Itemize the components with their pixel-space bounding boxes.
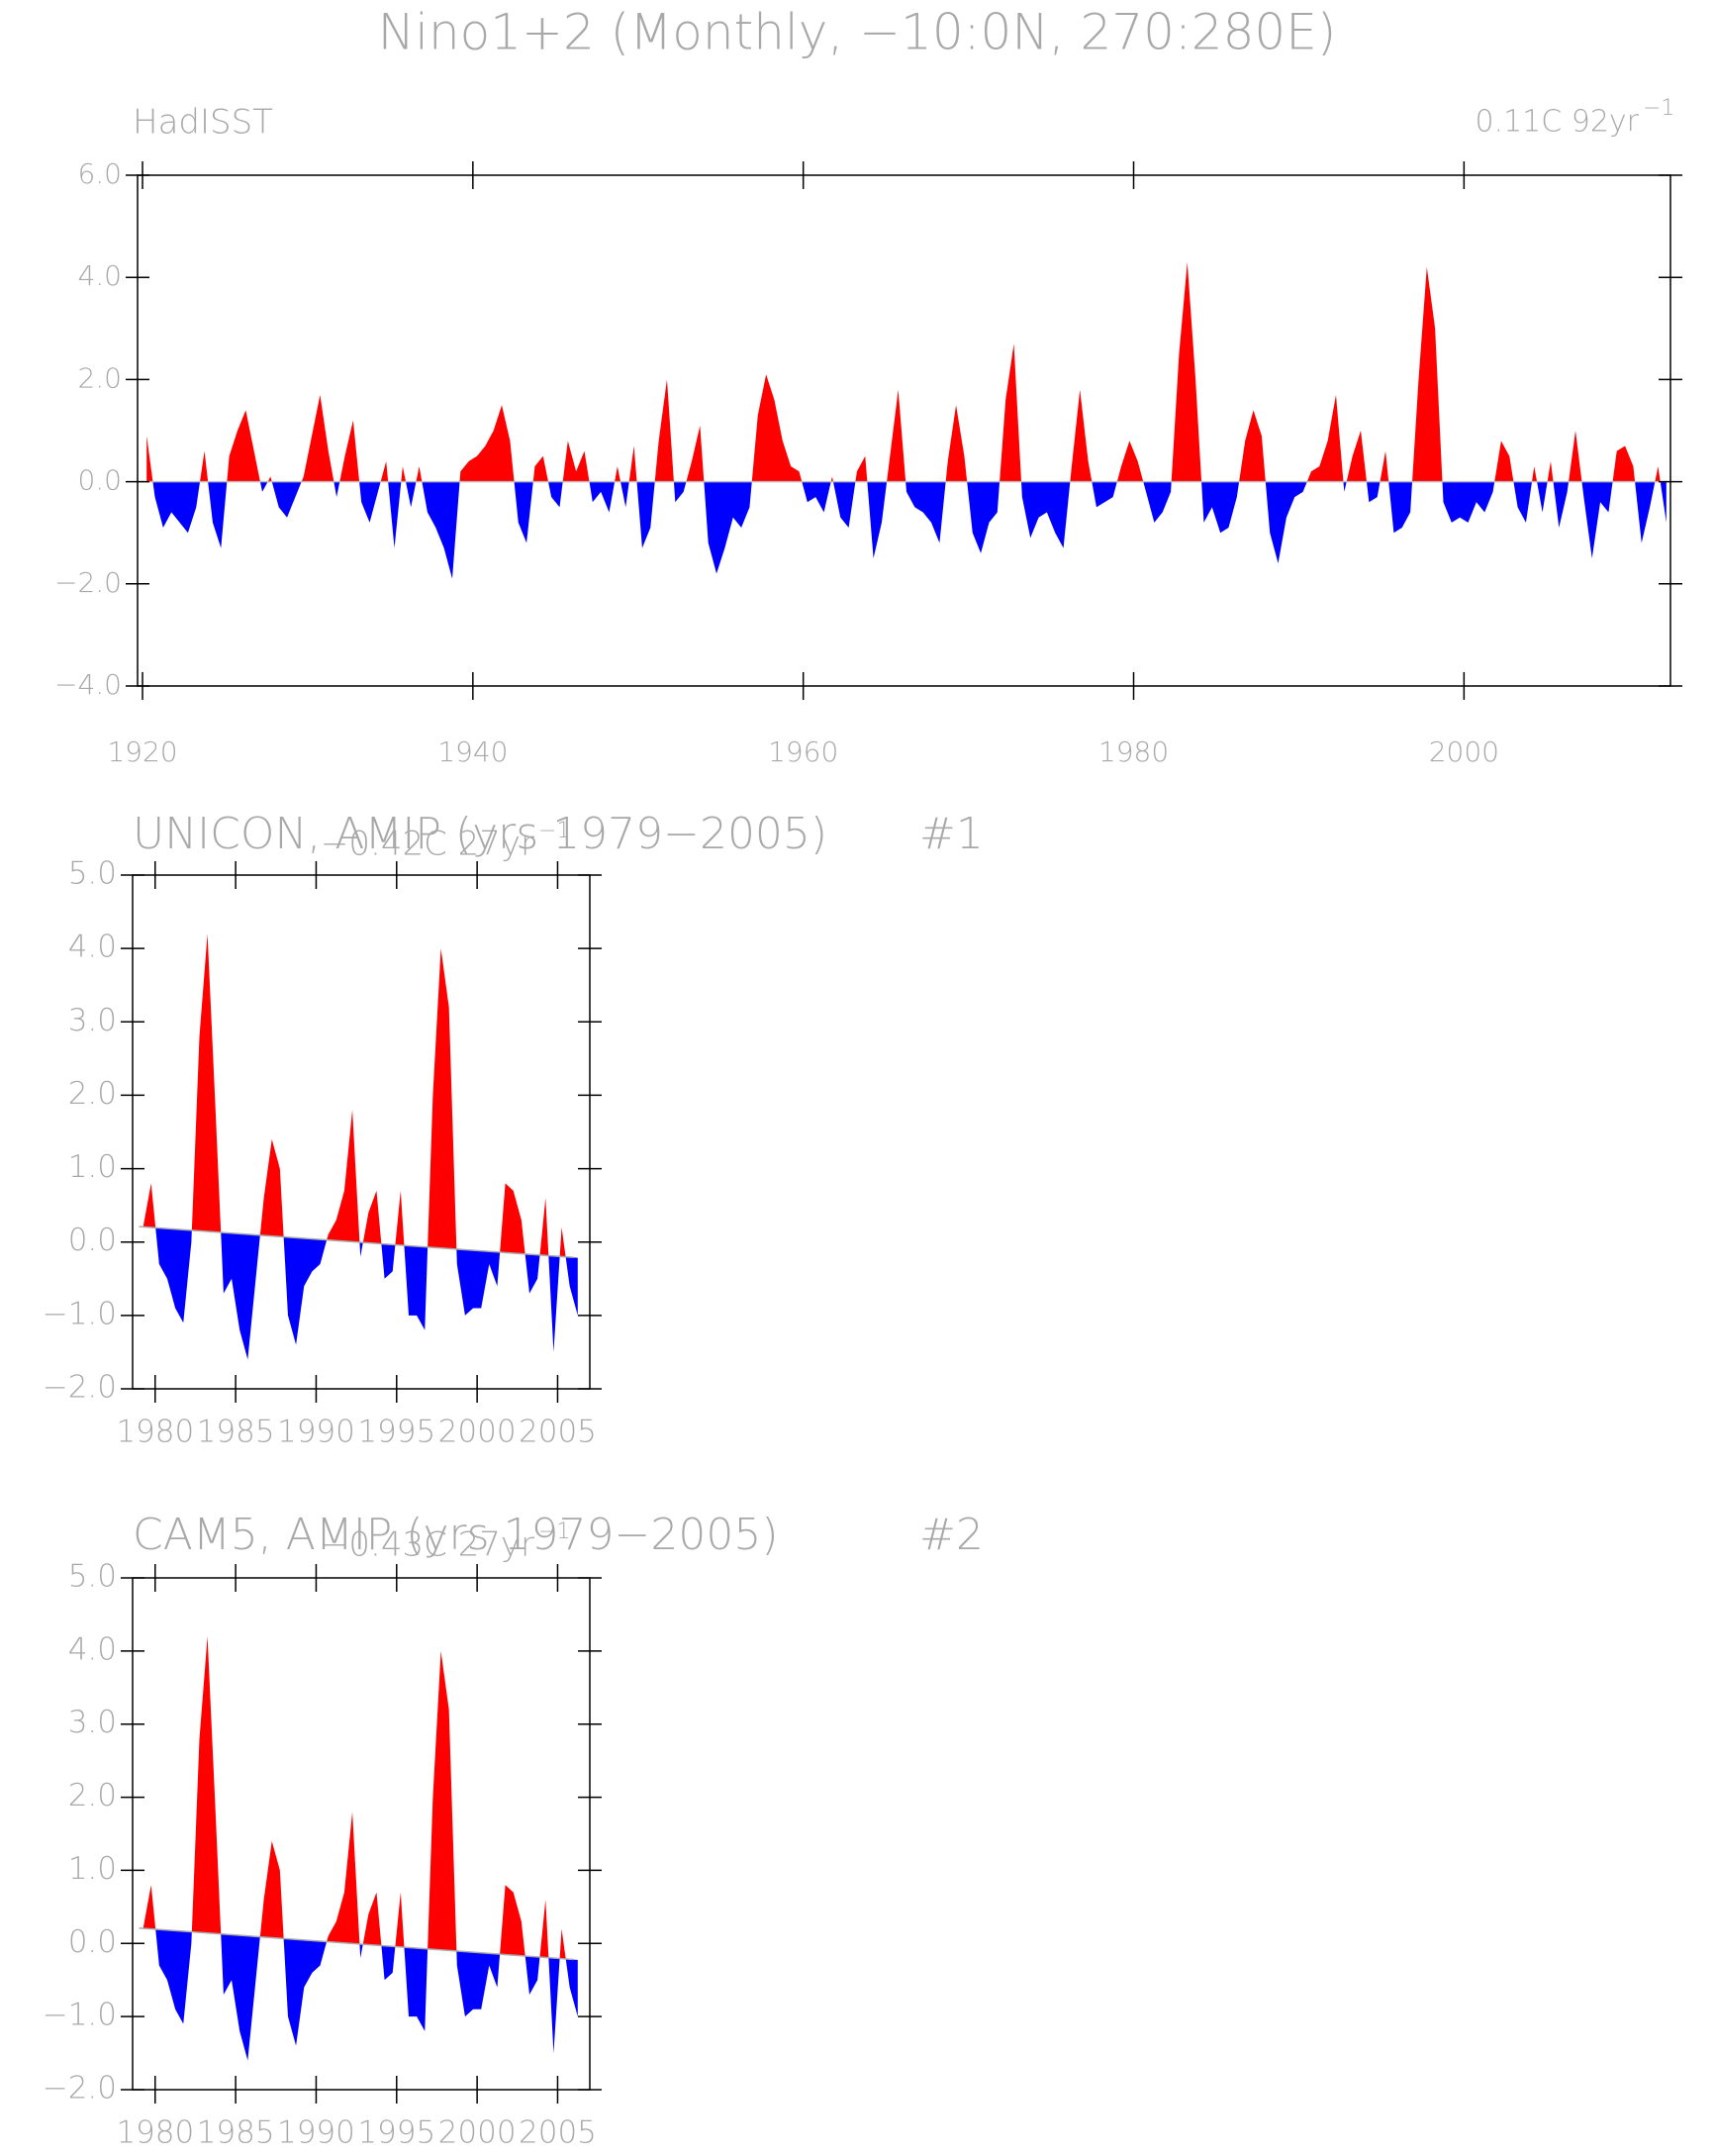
x-tick-label: 2000 bbox=[1429, 735, 1499, 768]
y-tick-label: 2.0 bbox=[77, 361, 122, 394]
y-tick-label: 3.0 bbox=[68, 1705, 117, 1740]
x-tick-label: 1960 bbox=[768, 735, 838, 768]
x-tick-label: 1990 bbox=[277, 2115, 355, 2151]
x-tick-label: 1920 bbox=[107, 735, 177, 768]
trend-exponent: −1 bbox=[1643, 96, 1674, 121]
y-tick-label: 2.0 bbox=[68, 1778, 117, 1813]
x-tick-label: 1980 bbox=[116, 2115, 194, 2151]
x-tick-label: 2000 bbox=[438, 2115, 517, 2151]
plot-frame bbox=[132, 874, 591, 1390]
x-tick-label: 1980 bbox=[116, 1415, 194, 1450]
y-tick-label: −4.0 bbox=[54, 668, 122, 701]
plot-frame bbox=[137, 174, 1671, 687]
y-tick-label: −2.0 bbox=[43, 1370, 117, 1406]
trend-exponent: −1 bbox=[538, 819, 570, 843]
y-tick-label: 4.0 bbox=[68, 1631, 117, 1667]
trend-line bbox=[139, 1927, 574, 1961]
y-tick-label: 2.0 bbox=[68, 1076, 117, 1112]
x-tick-label: 1995 bbox=[357, 1415, 435, 1450]
x-tick-label: 2005 bbox=[519, 1415, 597, 1450]
y-tick-label: 1.0 bbox=[68, 1851, 117, 1887]
panel-subtitle: UNICON, AMIP (yrs 1979−2005) bbox=[133, 809, 827, 859]
positive-area bbox=[143, 933, 578, 1259]
x-tick-label: 1980 bbox=[1098, 735, 1169, 768]
trend-label: 0.11C 92yr bbox=[1475, 105, 1639, 140]
y-tick-label: 6.0 bbox=[77, 157, 122, 190]
x-tick-label: 1940 bbox=[437, 735, 508, 768]
positive-area bbox=[146, 261, 1667, 482]
trend-label: −0.42C 27yr bbox=[321, 825, 534, 864]
x-tick-label: 1985 bbox=[197, 1415, 275, 1450]
x-tick-label: 2005 bbox=[519, 2115, 597, 2151]
y-tick-label: −1.0 bbox=[43, 1296, 117, 1331]
trend-line bbox=[139, 1225, 574, 1259]
negative-area bbox=[146, 481, 1667, 579]
negative-area bbox=[143, 1225, 578, 1360]
panel-subtitle: CAM5, AMIP (yrs 1979−2005) bbox=[133, 1510, 779, 1560]
x-tick-label: 1995 bbox=[357, 2115, 435, 2151]
y-tick-label: 0.0 bbox=[68, 1223, 117, 1258]
y-tick-label: 0.0 bbox=[77, 464, 122, 497]
y-tick-label: −2.0 bbox=[43, 2071, 117, 2107]
negative-area bbox=[143, 1927, 578, 2061]
positive-area bbox=[143, 1636, 578, 1961]
y-tick-label: 4.0 bbox=[68, 930, 117, 965]
run-label: #1 bbox=[919, 809, 984, 859]
run-label: #2 bbox=[919, 1510, 984, 1560]
trend-exponent: −1 bbox=[538, 1519, 570, 1544]
y-tick-label: −1.0 bbox=[43, 1998, 117, 2033]
y-tick-label: 5.0 bbox=[68, 1559, 117, 1595]
y-tick-label: 1.0 bbox=[68, 1149, 117, 1185]
figure-title: Nino1+2 (Monthly, −10:0N, 270:280E) bbox=[378, 4, 1337, 61]
plot-frame bbox=[132, 1577, 591, 2091]
x-tick-label: 2000 bbox=[438, 1415, 517, 1450]
panel-subtitle: HadISST bbox=[133, 103, 273, 143]
y-tick-label: 0.0 bbox=[68, 1924, 117, 1960]
y-tick-label: 3.0 bbox=[68, 1003, 117, 1038]
y-tick-label: 5.0 bbox=[68, 856, 117, 892]
trend-label: −0.43C 27yr bbox=[321, 1525, 534, 1565]
y-tick-label: 4.0 bbox=[77, 259, 122, 292]
x-tick-label: 1990 bbox=[277, 1415, 355, 1450]
y-tick-label: −2.0 bbox=[54, 566, 122, 599]
x-tick-label: 1985 bbox=[197, 2115, 275, 2151]
